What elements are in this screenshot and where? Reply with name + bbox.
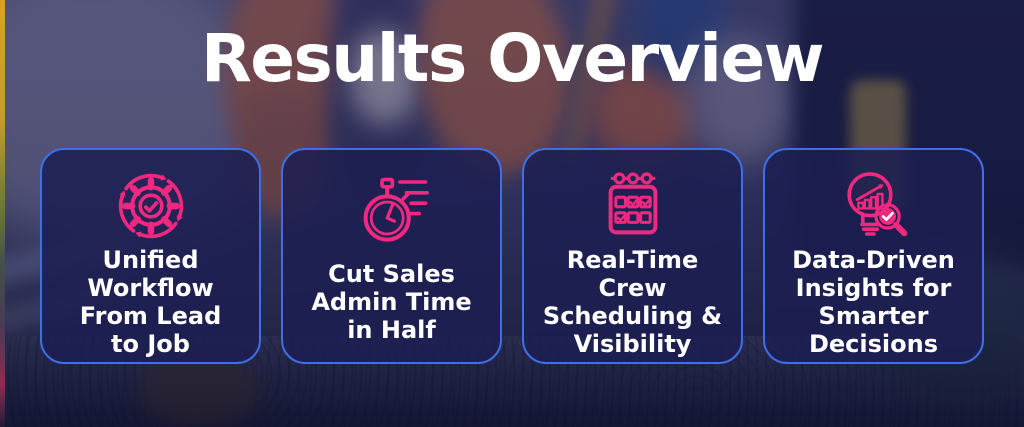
- card-title: Cut Sales Admin Time in Half: [311, 259, 472, 345]
- stopwatch-speed-icon: [352, 166, 432, 254]
- gear-sync-check-icon: [111, 166, 191, 246]
- card-title: Real-Time Crew Scheduling & Visibility: [542, 246, 723, 359]
- card-unified-workflow: Unified Workflow From Lead to Job: [40, 148, 261, 364]
- lightbulb-analytics-magnifier-icon: [834, 166, 914, 246]
- card-cut-sales-admin-time: Cut Sales Admin Time in Half: [281, 148, 502, 364]
- cards-row: Unified Workflow From Lead to Job: [40, 148, 984, 364]
- card-data-driven-insights: Data-Driven Insights for Smarter Decisio…: [763, 148, 984, 364]
- left-edge-accent-strip: [0, 0, 5, 427]
- card-title: Data-Driven Insights for Smarter Decisio…: [792, 246, 955, 359]
- card-title: Unified Workflow From Lead to Job: [79, 246, 222, 359]
- page-title: Results Overview: [200, 20, 825, 97]
- calendar-checklist-icon: [593, 166, 673, 246]
- card-real-time-crew-scheduling: Real-Time Crew Scheduling & Visibility: [522, 148, 743, 364]
